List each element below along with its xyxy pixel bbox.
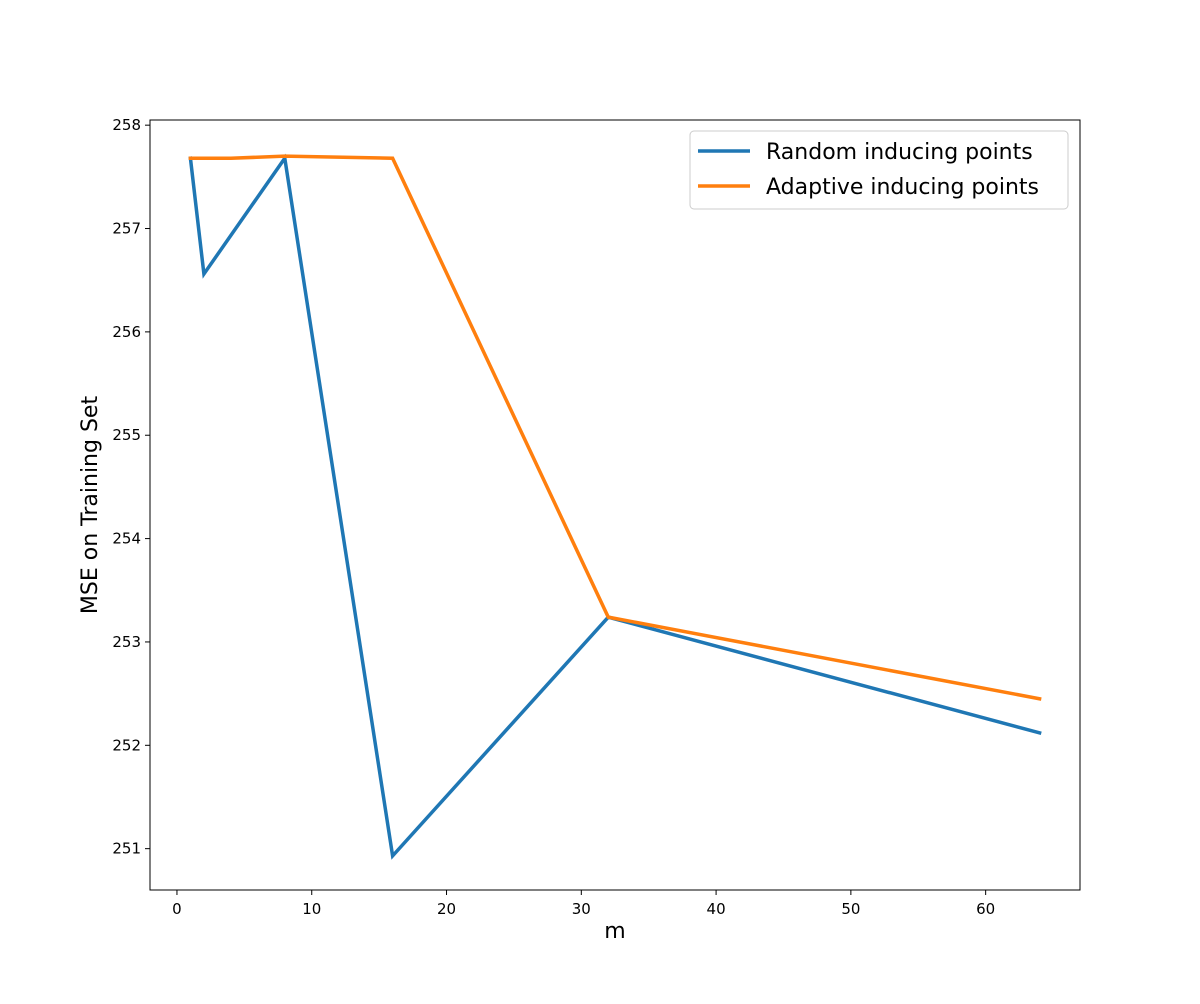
series-layer: [188, 153, 1042, 860]
x-tick-label: 50: [841, 900, 860, 918]
x-axis-label: m: [604, 919, 625, 944]
y-axis: 251 252 253 254 255 256 257 258: [112, 116, 150, 858]
y-tick-label: 253: [112, 633, 141, 651]
x-tick-label: 30: [572, 900, 591, 918]
legend-label-random: Random inducing points: [766, 140, 1033, 165]
y-tick-label: 254: [112, 530, 141, 548]
x-tick-label: 40: [707, 900, 726, 918]
y-tick-label: 251: [112, 840, 141, 858]
series-line-0: [188, 153, 1042, 860]
y-axis-label: MSE on Training Set: [78, 396, 103, 615]
x-axis: 0 10 20 30 40 50 60: [172, 890, 995, 918]
legend-label-adaptive: Adaptive inducing points: [766, 175, 1039, 200]
legend-box: [689, 130, 1069, 210]
plot-frame: [149, 119, 1081, 891]
y-tick-label: 256: [112, 323, 141, 341]
plot-area: [150, 120, 1080, 890]
x-tick-label: 10: [302, 900, 321, 918]
x-tick-label: 20: [437, 900, 456, 918]
y-tick-label: 258: [112, 116, 141, 134]
y-tick-label: 257: [112, 220, 141, 238]
y-tick-label: 255: [112, 426, 141, 444]
series-line-1: [188, 154, 1042, 701]
x-tick-label: 0: [172, 900, 182, 918]
y-tick-label: 252: [112, 736, 141, 754]
legend: Random inducing points Adaptive inducing…: [689, 130, 1069, 210]
x-tick-label: 60: [976, 900, 995, 918]
